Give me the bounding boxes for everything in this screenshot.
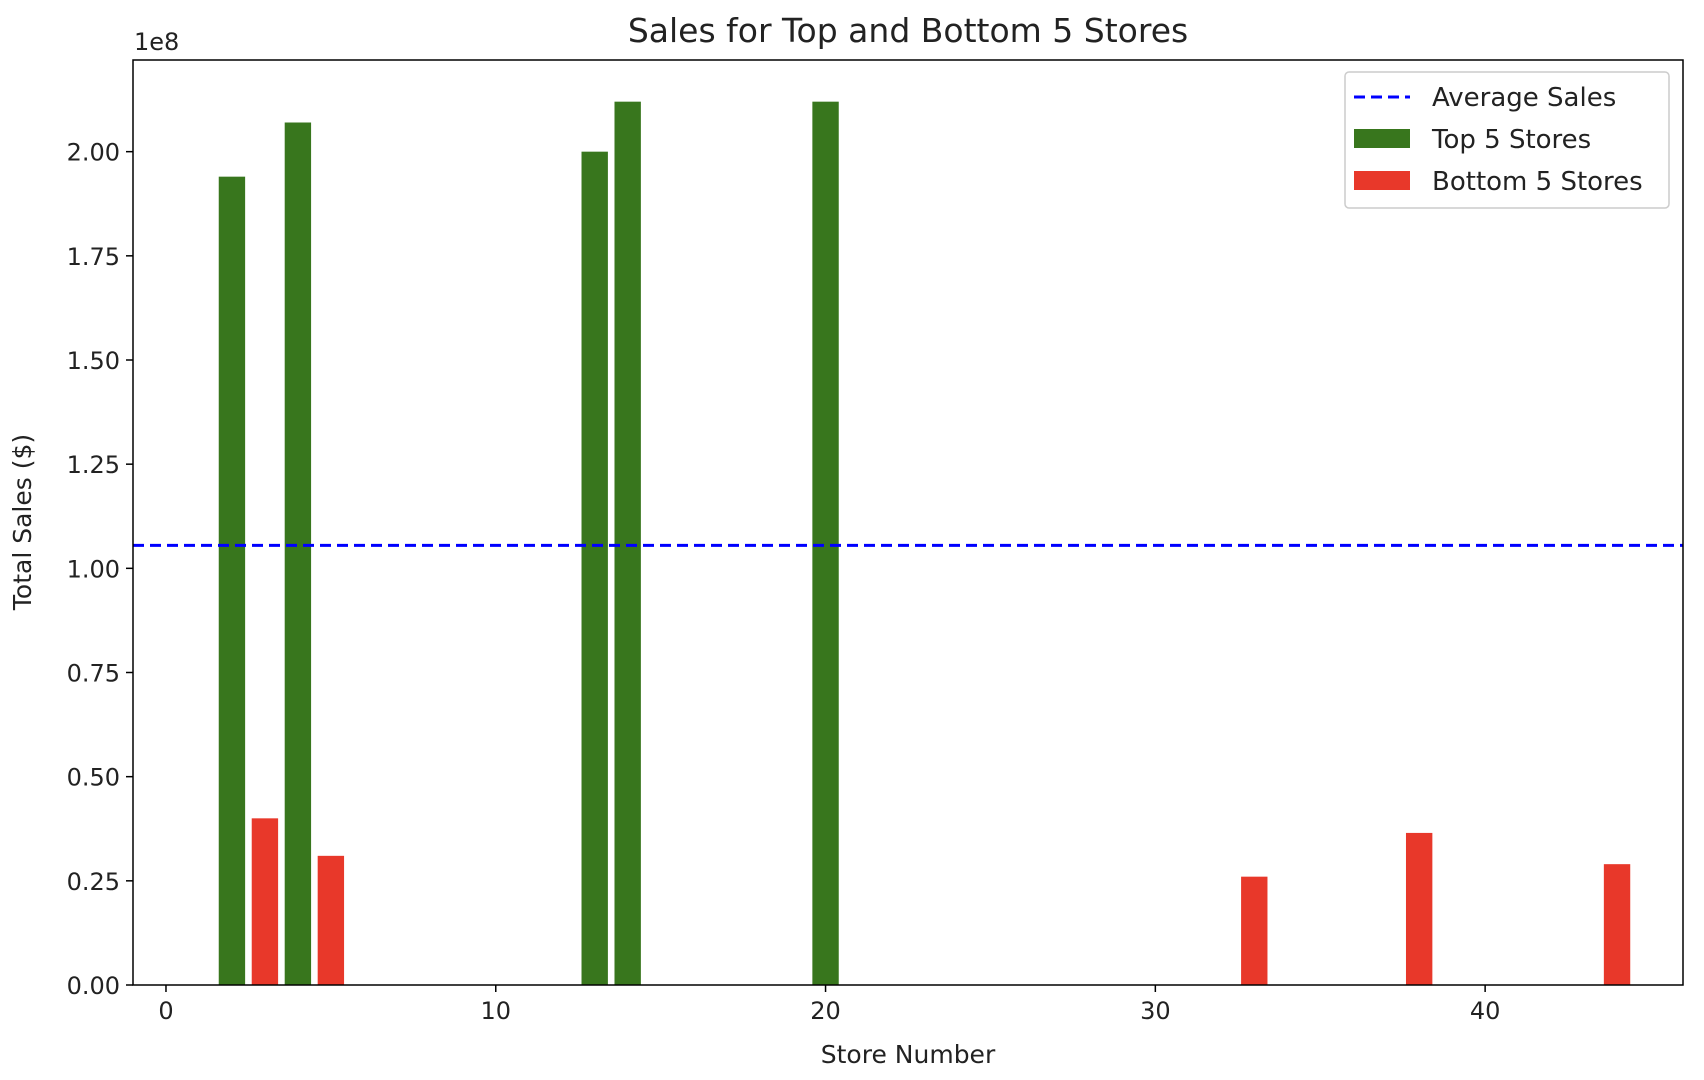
legend-average-label: Average Sales	[1432, 83, 1616, 113]
y-offset-label: 1e8	[134, 28, 179, 56]
chart-title: Sales for Top and Bottom 5 Stores	[628, 11, 1188, 50]
y-tick-label: 0.75	[67, 660, 120, 688]
y-axis-ticks: 0.00 0.25 0.50 0.75 1.00 1.25 1.50 1.75 2.00	[67, 139, 133, 1000]
y-tick-label: 0.50	[67, 764, 120, 792]
x-tick-label: 30	[1140, 997, 1171, 1025]
legend-top-label: Top 5 Stores	[1431, 125, 1591, 155]
legend-bottom-label: Bottom 5 Stores	[1432, 167, 1643, 197]
bottom-store-bar-33	[1241, 876, 1268, 985]
y-tick-label: 0.25	[67, 868, 120, 896]
plot-frame	[132, 59, 1684, 986]
top-store-bar-14	[614, 101, 641, 985]
legend-top-swatch	[1354, 129, 1410, 148]
y-tick-label: 2.00	[67, 139, 120, 167]
x-tick-label: 40	[1470, 997, 1501, 1025]
bottom-store-bar-5	[317, 855, 345, 985]
legend-bottom-swatch	[1354, 171, 1410, 190]
plot-area	[133, 60, 1683, 985]
x-tick-label: 10	[480, 997, 511, 1025]
top-store-bar-13	[581, 151, 608, 985]
y-tick-label: 1.50	[67, 347, 120, 375]
y-tick-label: 1.00	[67, 555, 120, 583]
bottom-store-bar-3	[251, 818, 279, 985]
x-axis-label: Store Number	[821, 1040, 996, 1069]
y-tick-label: 0.00	[67, 972, 120, 1000]
y-tick-label: 1.25	[67, 451, 120, 479]
legend: Average Sales Top 5 Stores Bottom 5 Stor…	[1344, 71, 1670, 209]
bottom-store-bar-44	[1603, 864, 1631, 985]
y-tick-label: 1.75	[67, 243, 120, 271]
bottom-store-bar-38	[1405, 832, 1433, 985]
top-store-bar-20	[812, 101, 839, 985]
legend-box	[1344, 71, 1670, 209]
x-tick-label: 0	[158, 997, 173, 1025]
top-store-bar-4	[284, 122, 312, 985]
y-axis-label: Total Sales ($)	[8, 434, 37, 611]
x-tick-label: 20	[810, 997, 841, 1025]
top-store-bar-2	[218, 176, 246, 985]
x-axis-ticks: 0 10 20 30 40	[158, 985, 1500, 1025]
bars-layer	[218, 101, 1631, 985]
